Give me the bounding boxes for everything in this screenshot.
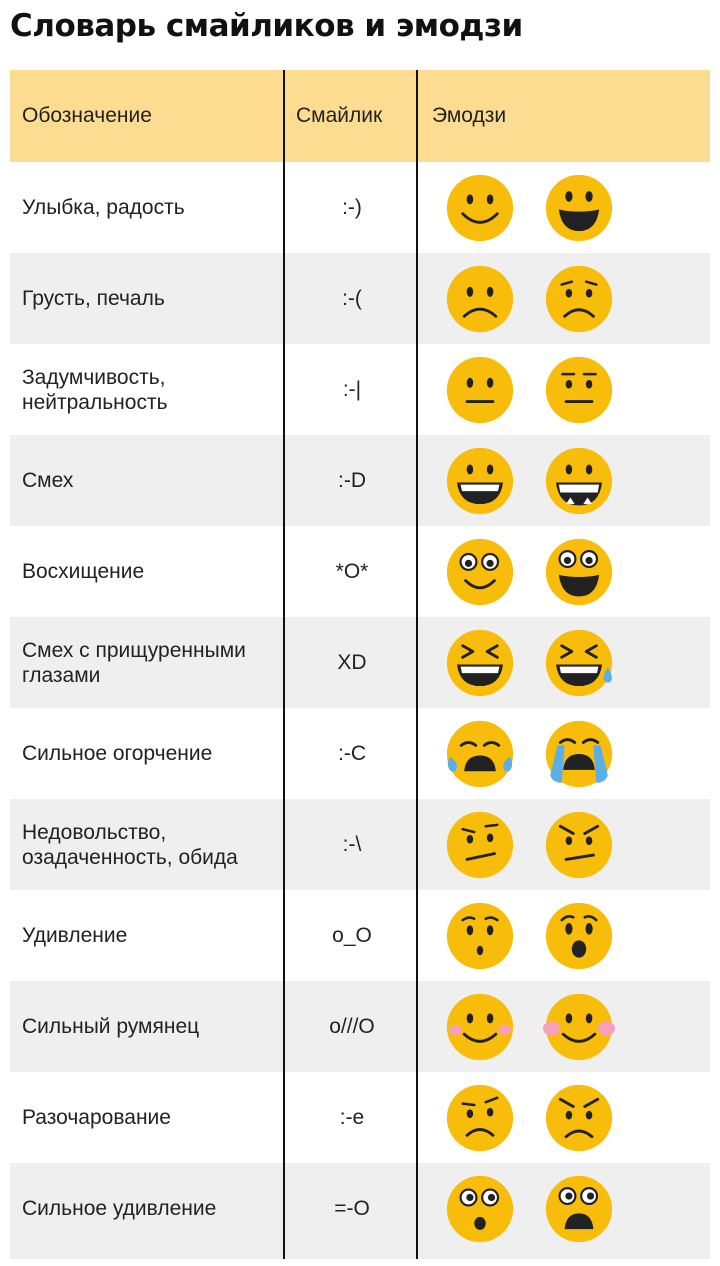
row-meaning: Улыбка, радость xyxy=(22,196,185,219)
emoji-dictionary-table: Обозначение Смайлик Эмодзи Улыбка, радос… xyxy=(10,70,710,1259)
row-meaning: Удивление xyxy=(22,924,128,947)
surprised-emoji-icon xyxy=(446,902,514,970)
row-smiley: :-e xyxy=(339,1105,365,1129)
admire-grin-emoji-icon xyxy=(545,538,613,606)
shocked-emoji-icon xyxy=(446,1175,514,1243)
row-meaning: Разочарование xyxy=(22,1106,171,1129)
table-row: Улыбка, радость :-) xyxy=(10,162,710,253)
row-smiley: :-( xyxy=(342,286,362,310)
admire-smile-emoji-icon xyxy=(446,538,514,606)
row-smiley: *O* xyxy=(335,559,369,583)
row-smiley: :-D xyxy=(338,468,366,492)
row-meaning: Смех с прищуренными глазами xyxy=(22,638,246,687)
column-header-smiley: Смайлик xyxy=(296,104,383,127)
table-row: Удивление o_O xyxy=(10,890,710,981)
disappointed-angry-emoji-icon xyxy=(545,1084,613,1152)
row-smiley: o///O xyxy=(329,1014,375,1038)
row-smiley: XD xyxy=(337,650,367,674)
row-smiley: =-O xyxy=(334,1196,370,1220)
smile-emoji-icon xyxy=(446,174,514,242)
annoyed-emoji-icon xyxy=(545,811,613,879)
row-meaning: Сильный румянец xyxy=(22,1015,200,1038)
table-row: Смех с прищуренными глазами XD xyxy=(10,617,710,708)
table-row: Грусть, печаль :-( xyxy=(10,253,710,344)
laugh-teeth-emoji-icon xyxy=(545,447,613,515)
squint-laugh-emoji-icon xyxy=(446,629,514,697)
neutral-brows-emoji-icon xyxy=(545,356,613,424)
shocked-wide-emoji-icon xyxy=(545,1175,613,1243)
table-row: Сильное огорчение :-C xyxy=(10,708,710,799)
table-row: Разочарование :-e xyxy=(10,1072,710,1163)
frown-emoji-icon xyxy=(446,265,514,333)
column-divider xyxy=(283,70,285,1259)
row-meaning: Сильное огорчение xyxy=(22,742,213,765)
squint-laugh-tear-emoji-icon xyxy=(545,629,613,697)
row-smiley: o_O xyxy=(332,923,372,947)
confused-emoji-icon xyxy=(446,811,514,879)
table-row: Сильное удивление =-O xyxy=(10,1163,710,1259)
table-row: Восхищение *O* xyxy=(10,526,710,617)
disappointed-emoji-icon xyxy=(446,1084,514,1152)
row-smiley: :-\ xyxy=(342,832,362,856)
worried-emoji-icon xyxy=(545,265,613,333)
row-meaning: Недовольство, озадаченность, обида xyxy=(22,820,238,869)
page-title: Словарь смайликов и эмодзи xyxy=(10,8,523,44)
grin-emoji-icon xyxy=(545,174,613,242)
laugh-emoji-icon xyxy=(446,447,514,515)
table-row: Недовольство, озадаченность, обида :-\ xyxy=(10,799,710,890)
row-smiley: :-| xyxy=(342,377,362,401)
row-meaning: Восхищение xyxy=(22,560,145,583)
row-meaning: Грусть, печаль xyxy=(22,287,165,310)
neutral-emoji-icon xyxy=(446,356,514,424)
blush-pink-emoji-icon xyxy=(543,993,615,1061)
row-smiley: :-) xyxy=(342,195,362,219)
astonished-emoji-icon xyxy=(545,902,613,970)
crying-emoji-icon xyxy=(446,720,514,788)
column-header-meaning: Обозначение xyxy=(22,104,152,127)
row-smiley: :-C xyxy=(338,741,366,765)
blush-emoji-icon xyxy=(446,993,514,1061)
table-row: Смех :-D xyxy=(10,435,710,526)
row-meaning: Смех xyxy=(22,469,74,492)
row-meaning: Задумчивость, нейтральность xyxy=(22,365,168,414)
column-header-emoji: Эмодзи xyxy=(432,104,507,127)
crying-blue-tears-emoji-icon xyxy=(545,720,613,788)
table-header: Обозначение Смайлик Эмодзи xyxy=(10,70,710,162)
column-divider xyxy=(416,70,418,1259)
row-meaning: Сильное удивление xyxy=(22,1197,217,1220)
table-row: Сильный румянец o///O xyxy=(10,981,710,1072)
table-row: Задумчивость, нейтральность :-| xyxy=(10,344,710,435)
